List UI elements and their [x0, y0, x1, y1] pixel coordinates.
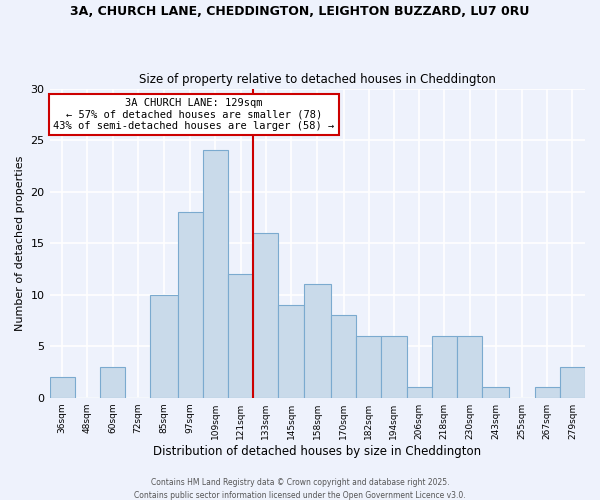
Bar — [356, 336, 382, 398]
X-axis label: Distribution of detached houses by size in Cheddington: Distribution of detached houses by size … — [153, 444, 481, 458]
Bar — [407, 388, 432, 398]
Bar — [304, 284, 331, 398]
Text: 3A CHURCH LANE: 129sqm
← 57% of detached houses are smaller (78)
43% of semi-det: 3A CHURCH LANE: 129sqm ← 57% of detached… — [53, 98, 335, 131]
Bar — [100, 367, 125, 398]
Bar — [178, 212, 203, 398]
Bar — [331, 316, 356, 398]
Bar — [432, 336, 457, 398]
Bar — [253, 233, 278, 398]
Bar — [457, 336, 482, 398]
Bar — [50, 377, 75, 398]
Bar — [278, 305, 304, 398]
Bar — [203, 150, 228, 398]
Title: Size of property relative to detached houses in Cheddington: Size of property relative to detached ho… — [139, 73, 496, 86]
Bar — [228, 274, 253, 398]
Bar — [382, 336, 407, 398]
Bar — [151, 294, 178, 398]
Bar — [560, 367, 585, 398]
Y-axis label: Number of detached properties: Number of detached properties — [15, 156, 25, 331]
Bar — [482, 388, 509, 398]
Bar — [535, 388, 560, 398]
Text: Contains HM Land Registry data © Crown copyright and database right 2025.
Contai: Contains HM Land Registry data © Crown c… — [134, 478, 466, 500]
Text: 3A, CHURCH LANE, CHEDDINGTON, LEIGHTON BUZZARD, LU7 0RU: 3A, CHURCH LANE, CHEDDINGTON, LEIGHTON B… — [70, 5, 530, 18]
